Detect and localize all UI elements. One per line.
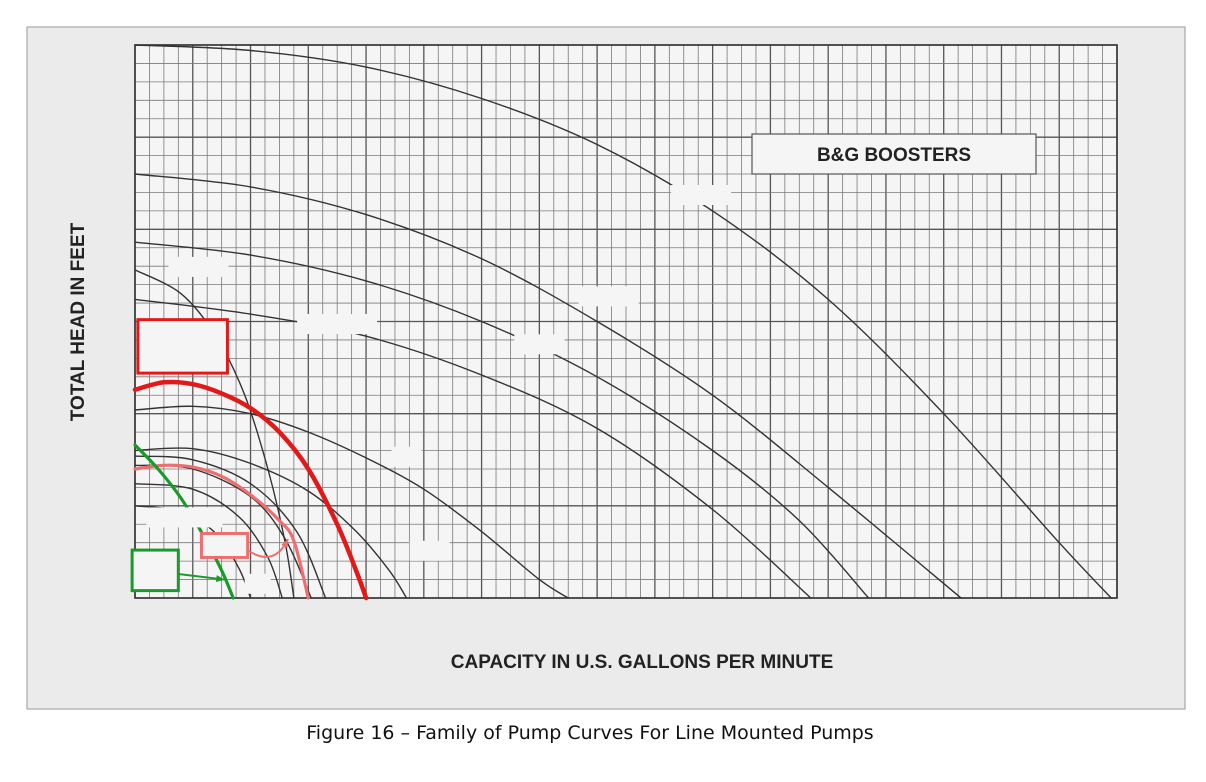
series-line-unlabeled	[134, 483, 283, 599]
series-line-2-ld-3	[134, 298, 812, 599]
series-label-bg	[297, 314, 378, 335]
series-label-bg	[409, 540, 450, 561]
series-label-bg	[391, 446, 422, 467]
y-axis-label: TOTAL HEAD IN FEET	[68, 222, 89, 421]
figure-caption: Figure 16 – Family of Pump Curves For Li…	[306, 722, 874, 744]
pump-curve-chart: B&G BOOSTERS CAPACITY IN U.S. GALLONS PE…	[26, 26, 1186, 710]
pointer-arrow-head	[215, 575, 225, 583]
x-axis-label: CAPACITY IN U.S. GALLONS PER MINUTE	[451, 652, 834, 673]
annotation-bg	[244, 573, 271, 594]
plot-border	[134, 44, 1118, 599]
series-label-bg	[168, 256, 229, 277]
series-label-bg	[671, 184, 732, 205]
series-line-100	[133, 463, 310, 600]
series-line-unlabeled	[134, 455, 327, 599]
boxed-label-frame	[130, 548, 180, 593]
series-line-1	[134, 447, 408, 599]
pointer-arrow-head	[281, 539, 289, 548]
series-label-bg	[578, 286, 639, 307]
boxed-label-frame	[199, 531, 250, 559]
series-line-pd-35	[134, 173, 962, 599]
series-label-bg	[514, 334, 565, 355]
curve-labels	[130, 184, 732, 594]
boxed-label-frame	[136, 318, 229, 375]
annotation-bg	[146, 507, 223, 528]
series-line-1-1-1-hv	[132, 379, 369, 601]
chart-title: B&G BOOSTERS	[817, 145, 971, 166]
chart-title-box	[751, 133, 1037, 175]
axes	[134, 44, 1118, 599]
series-line-2	[134, 405, 569, 599]
title-group: B&G BOOSTERS	[751, 133, 1037, 175]
